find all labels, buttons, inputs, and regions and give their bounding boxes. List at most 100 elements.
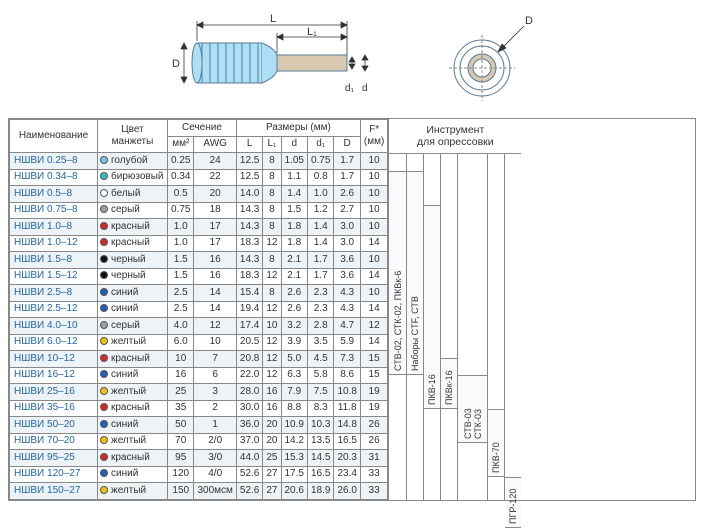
cell-L1: 16	[263, 384, 281, 401]
cell-d1: 1.4	[307, 219, 333, 236]
tool-range-label: СТВ-02, СТК-02, ПКВк-6	[393, 175, 403, 371]
cell-mm2: 4.0	[168, 318, 194, 335]
color-swatch	[100, 370, 108, 378]
cell-d1: 18.9	[307, 483, 333, 500]
cell-d1: 8.3	[307, 400, 333, 417]
dim-L: L	[270, 13, 276, 25]
th-F: F* (мм)	[360, 120, 387, 153]
cell-d: 1.05	[281, 153, 307, 170]
cell-L1: 12	[263, 334, 281, 351]
cell-L: 18.3	[236, 268, 262, 285]
cell-d: 20.6	[281, 483, 307, 500]
cell-F: 14	[360, 334, 387, 351]
cell-d: 1.8	[281, 235, 307, 252]
dim-d: d	[362, 83, 368, 94]
tool-range-col: ПГР-120	[504, 154, 521, 500]
table-row: НШВИ 35–16красный35230.0168.88.311.819	[10, 400, 388, 417]
cell-color: серый	[98, 318, 168, 335]
table-row: НШВИ 6.0–12желтый6.01020.5123.93.55.914	[10, 334, 388, 351]
cell-d: 1.5	[281, 202, 307, 219]
cell-D: 1.7	[334, 169, 360, 186]
cell-D: 2.7	[334, 202, 360, 219]
cell-mm2: 1.5	[168, 252, 194, 269]
cell-L1: 20	[263, 417, 281, 434]
cell-mm2: 95	[168, 450, 194, 467]
cell-d1: 13.5	[307, 433, 333, 450]
cell-name: НШВИ 35–16	[10, 400, 98, 417]
cell-d1: 4.5	[307, 351, 333, 368]
cell-name: НШВИ 2.5–12	[10, 301, 98, 318]
cell-name: НШВИ 95–25	[10, 450, 98, 467]
cell-mm2: 2.5	[168, 301, 194, 318]
cell-L: 14.3	[236, 202, 262, 219]
cell-d: 2.6	[281, 301, 307, 318]
cell-mm2: 1.5	[168, 268, 194, 285]
table-row: НШВИ 10–12красный10720.8125.04.57.315	[10, 351, 388, 368]
cell-awg: 17	[194, 235, 236, 252]
cell-D: 4.3	[334, 285, 360, 302]
color-swatch	[100, 436, 108, 444]
dim-D-end: D	[525, 15, 533, 27]
cell-F: 33	[360, 466, 387, 483]
cell-D: 1.7	[334, 153, 360, 170]
tool-range-col: Наборы CTF, СТВ	[406, 154, 423, 500]
cell-L: 20.8	[236, 351, 262, 368]
color-swatch	[100, 387, 108, 395]
cell-color: бирюзовый	[98, 169, 168, 186]
cell-F: 26	[360, 433, 387, 450]
cell-d: 6.3	[281, 367, 307, 384]
tool-range-label: ПГР-120	[508, 481, 518, 524]
cell-F: 26	[360, 417, 387, 434]
cell-L1: 27	[263, 483, 281, 500]
cell-D: 26.0	[334, 483, 360, 500]
dim-d1: d₁	[345, 83, 355, 94]
table-row: НШВИ 70–20желтый702/037.02014.213.516.52…	[10, 433, 388, 450]
cell-awg: 4/0	[194, 466, 236, 483]
cell-d1: 1.2	[307, 202, 333, 219]
cell-mm2: 6.0	[168, 334, 194, 351]
cell-L1: 8	[263, 219, 281, 236]
diagram-area: L L₁ D d₁ d D	[8, 8, 696, 118]
cell-d1: 5.8	[307, 367, 333, 384]
color-swatch	[100, 403, 108, 411]
cell-F: 14	[360, 268, 387, 285]
cell-L: 52.6	[236, 483, 262, 500]
cell-L: 17.4	[236, 318, 262, 335]
cell-color: желтый	[98, 334, 168, 351]
cell-L: 14.3	[236, 219, 262, 236]
cell-color: синий	[98, 417, 168, 434]
cell-mm2: 0.5	[168, 186, 194, 203]
cell-D: 10.8	[334, 384, 360, 401]
cell-mm2: 1.0	[168, 235, 194, 252]
cell-name: НШВИ 10–12	[10, 351, 98, 368]
color-swatch	[100, 222, 108, 230]
cell-L: 12.5	[236, 153, 262, 170]
cell-color: белый	[98, 186, 168, 203]
cell-F: 15	[360, 367, 387, 384]
cell-F: 33	[360, 483, 387, 500]
cell-L1: 27	[263, 466, 281, 483]
color-swatch	[100, 255, 108, 263]
cell-awg: 3	[194, 384, 236, 401]
cell-awg: 12	[194, 318, 236, 335]
cell-L1: 8	[263, 252, 281, 269]
cell-L1: 12	[263, 367, 281, 384]
cell-name: НШВИ 50–20	[10, 417, 98, 434]
cell-F: 10	[360, 285, 387, 302]
tool-range-col: СТВ-03 СТК-03	[457, 154, 487, 500]
cell-name: НШВИ 25–16	[10, 384, 98, 401]
cell-D: 16.5	[334, 433, 360, 450]
cell-d: 10.9	[281, 417, 307, 434]
cell-mm2: 120	[168, 466, 194, 483]
th-tool: Инструмент для опрессовки	[389, 119, 521, 154]
cell-color: синий	[98, 285, 168, 302]
cell-d1: 10.3	[307, 417, 333, 434]
th-L1: L₁	[263, 136, 281, 153]
cell-name: НШВИ 1.5–12	[10, 268, 98, 285]
cell-name: НШВИ 120–27	[10, 466, 98, 483]
cell-mm2: 2.5	[168, 285, 194, 302]
cell-D: 11.8	[334, 400, 360, 417]
cell-mm2: 150	[168, 483, 194, 500]
cell-color: черный	[98, 268, 168, 285]
cell-awg: 6	[194, 367, 236, 384]
